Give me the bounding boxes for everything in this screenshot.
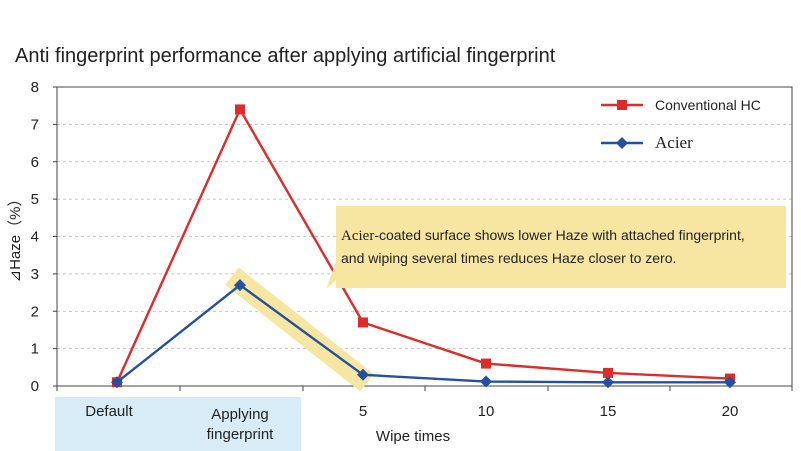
data-point-conventional-hc <box>481 358 491 369</box>
y-tick-label: 6 <box>31 154 39 171</box>
annotation-line-1-rest: -coated surface shows lower Haze with at… <box>374 227 744 243</box>
data-point-conventional-hc <box>235 104 245 115</box>
data-point-acier <box>357 368 369 381</box>
chart-title: Anti fingerprint performance after apply… <box>15 45 556 67</box>
data-point-acier <box>234 279 246 292</box>
x-axis-title: Wipe times <box>376 428 450 445</box>
y-tick-label: 1 <box>31 341 39 358</box>
x-tick-label: Default <box>85 403 133 420</box>
y-tick-label: 7 <box>31 116 39 133</box>
y-tick-label: 8 <box>31 79 39 96</box>
data-point-acier <box>111 376 123 389</box>
callout-box <box>336 206 786 288</box>
legend-marker-conventional-hc <box>617 100 627 110</box>
y-tick-label: 2 <box>31 303 39 320</box>
x-tick-label: fingerprint <box>207 426 275 443</box>
legend-label-acier: Acier <box>655 133 693 152</box>
x-tick-label: 20 <box>722 403 739 420</box>
y-tick-label: 3 <box>31 266 39 283</box>
annotation-callout: Acier-coated surface shows lower Haze wi… <box>326 206 786 289</box>
data-point-acier <box>480 375 492 388</box>
series <box>111 104 736 389</box>
annotation-line-1: Acier-coated surface shows lower Haze wi… <box>341 227 745 244</box>
y-tick-label: 4 <box>31 229 39 246</box>
series-line-conventional-hc <box>115 108 731 383</box>
data-point-acier <box>602 376 614 389</box>
x-tick-label: 15 <box>600 403 617 420</box>
data-point-conventional-hc <box>603 367 613 378</box>
data-point-acier <box>724 376 736 389</box>
x-tick-label: Applying <box>211 406 269 423</box>
legend: Conventional HC Acier <box>601 97 761 152</box>
y-axis-ticks: 0 1 2 3 4 5 6 7 8 <box>31 79 57 395</box>
x-tick-label: 5 <box>359 403 367 420</box>
category-box-default-applying <box>55 397 301 451</box>
x-tick-label: 10 <box>478 403 495 420</box>
y-axis-title: ⊿Haze（%） <box>7 192 24 283</box>
legend-marker-acier <box>616 137 628 149</box>
legend-label-conventional-hc: Conventional HC <box>655 97 761 113</box>
annotation-line-2: and wiping several times reduces Haze cl… <box>341 250 676 266</box>
data-point-conventional-hc <box>358 317 368 328</box>
series-line-acier <box>116 283 730 384</box>
y-tick-label: 5 <box>31 191 39 208</box>
annotation-brand: Acier <box>341 228 374 244</box>
y-tick-label: 0 <box>31 378 39 395</box>
x-axis-ticks: Default Applying fingerprint 5 10 15 20 <box>56 386 793 443</box>
